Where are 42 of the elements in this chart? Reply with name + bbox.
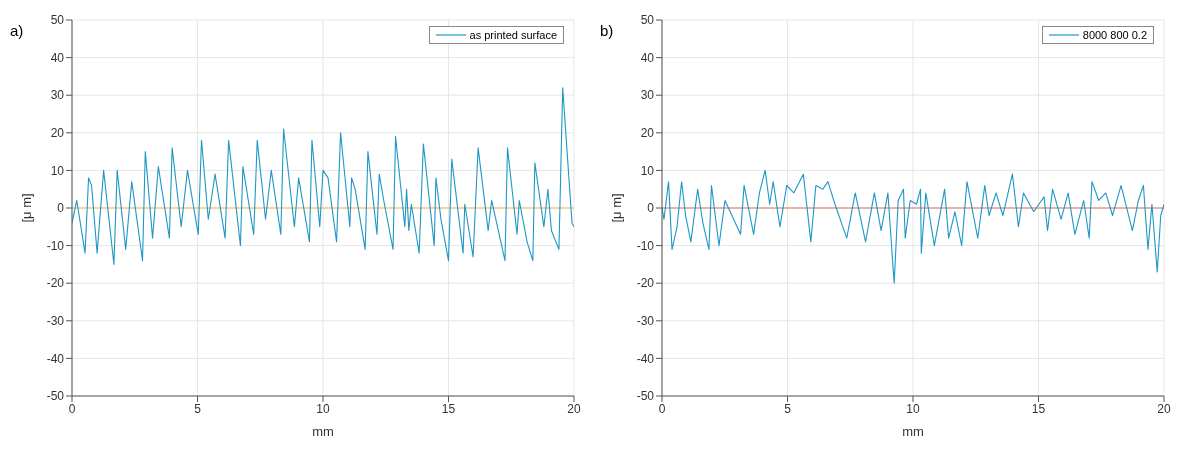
legend-label: as printed surface [469, 29, 557, 41]
x-tick-label: 15 [1031, 401, 1046, 416]
y-tick-label: 0 [57, 201, 65, 216]
y-tick-label: 30 [50, 88, 65, 103]
x-tick-label: 20 [567, 401, 581, 416]
y-tick-label: -50 [636, 389, 655, 404]
y-tick-label: 20 [640, 126, 655, 141]
y-tick-label: -30 [46, 314, 65, 329]
y-tick-label: 0 [647, 201, 655, 216]
x-tick-label: 5 [784, 401, 792, 416]
y-axis-title: [μ m] [608, 193, 624, 223]
x-tick-label: 10 [906, 401, 920, 416]
x-tick-label: 0 [68, 401, 76, 416]
y-tick-label: -20 [636, 276, 655, 291]
y-tick-label: 30 [640, 88, 655, 103]
x-tick-label: 0 [658, 401, 666, 416]
y-tick-label: 40 [640, 50, 655, 65]
y-tick-label: -10 [46, 238, 65, 253]
x-tick-label: 20 [1157, 401, 1171, 416]
x-axis-title: mm [312, 424, 334, 439]
x-axis-title: mm [902, 424, 924, 439]
x-tick-label: 15 [441, 401, 456, 416]
y-tick-label: -20 [46, 276, 65, 291]
x-tick-label: 10 [316, 401, 330, 416]
y-tick-label: 10 [640, 163, 655, 178]
x-tick-label: 5 [194, 401, 202, 416]
line-series [662, 169, 1164, 284]
y-tick-label: 50 [640, 13, 655, 28]
y-tick-label: -40 [636, 351, 655, 366]
y-tick-label: -50 [46, 389, 65, 404]
y-axis-title: [μ m] [18, 193, 34, 223]
chart-title: b) [600, 22, 614, 39]
y-tick-label: 20 [50, 126, 65, 141]
chart-title: a) [10, 22, 24, 39]
legend-label: 8000 800 0.2 [1082, 29, 1147, 41]
y-tick-label: -30 [636, 314, 655, 329]
y-tick-label: -40 [46, 351, 65, 366]
y-tick-label: 10 [50, 163, 65, 178]
y-tick-label: -10 [636, 238, 655, 253]
y-tick-label: 50 [50, 13, 65, 28]
y-tick-label: 40 [50, 50, 65, 65]
line-series [72, 87, 574, 265]
